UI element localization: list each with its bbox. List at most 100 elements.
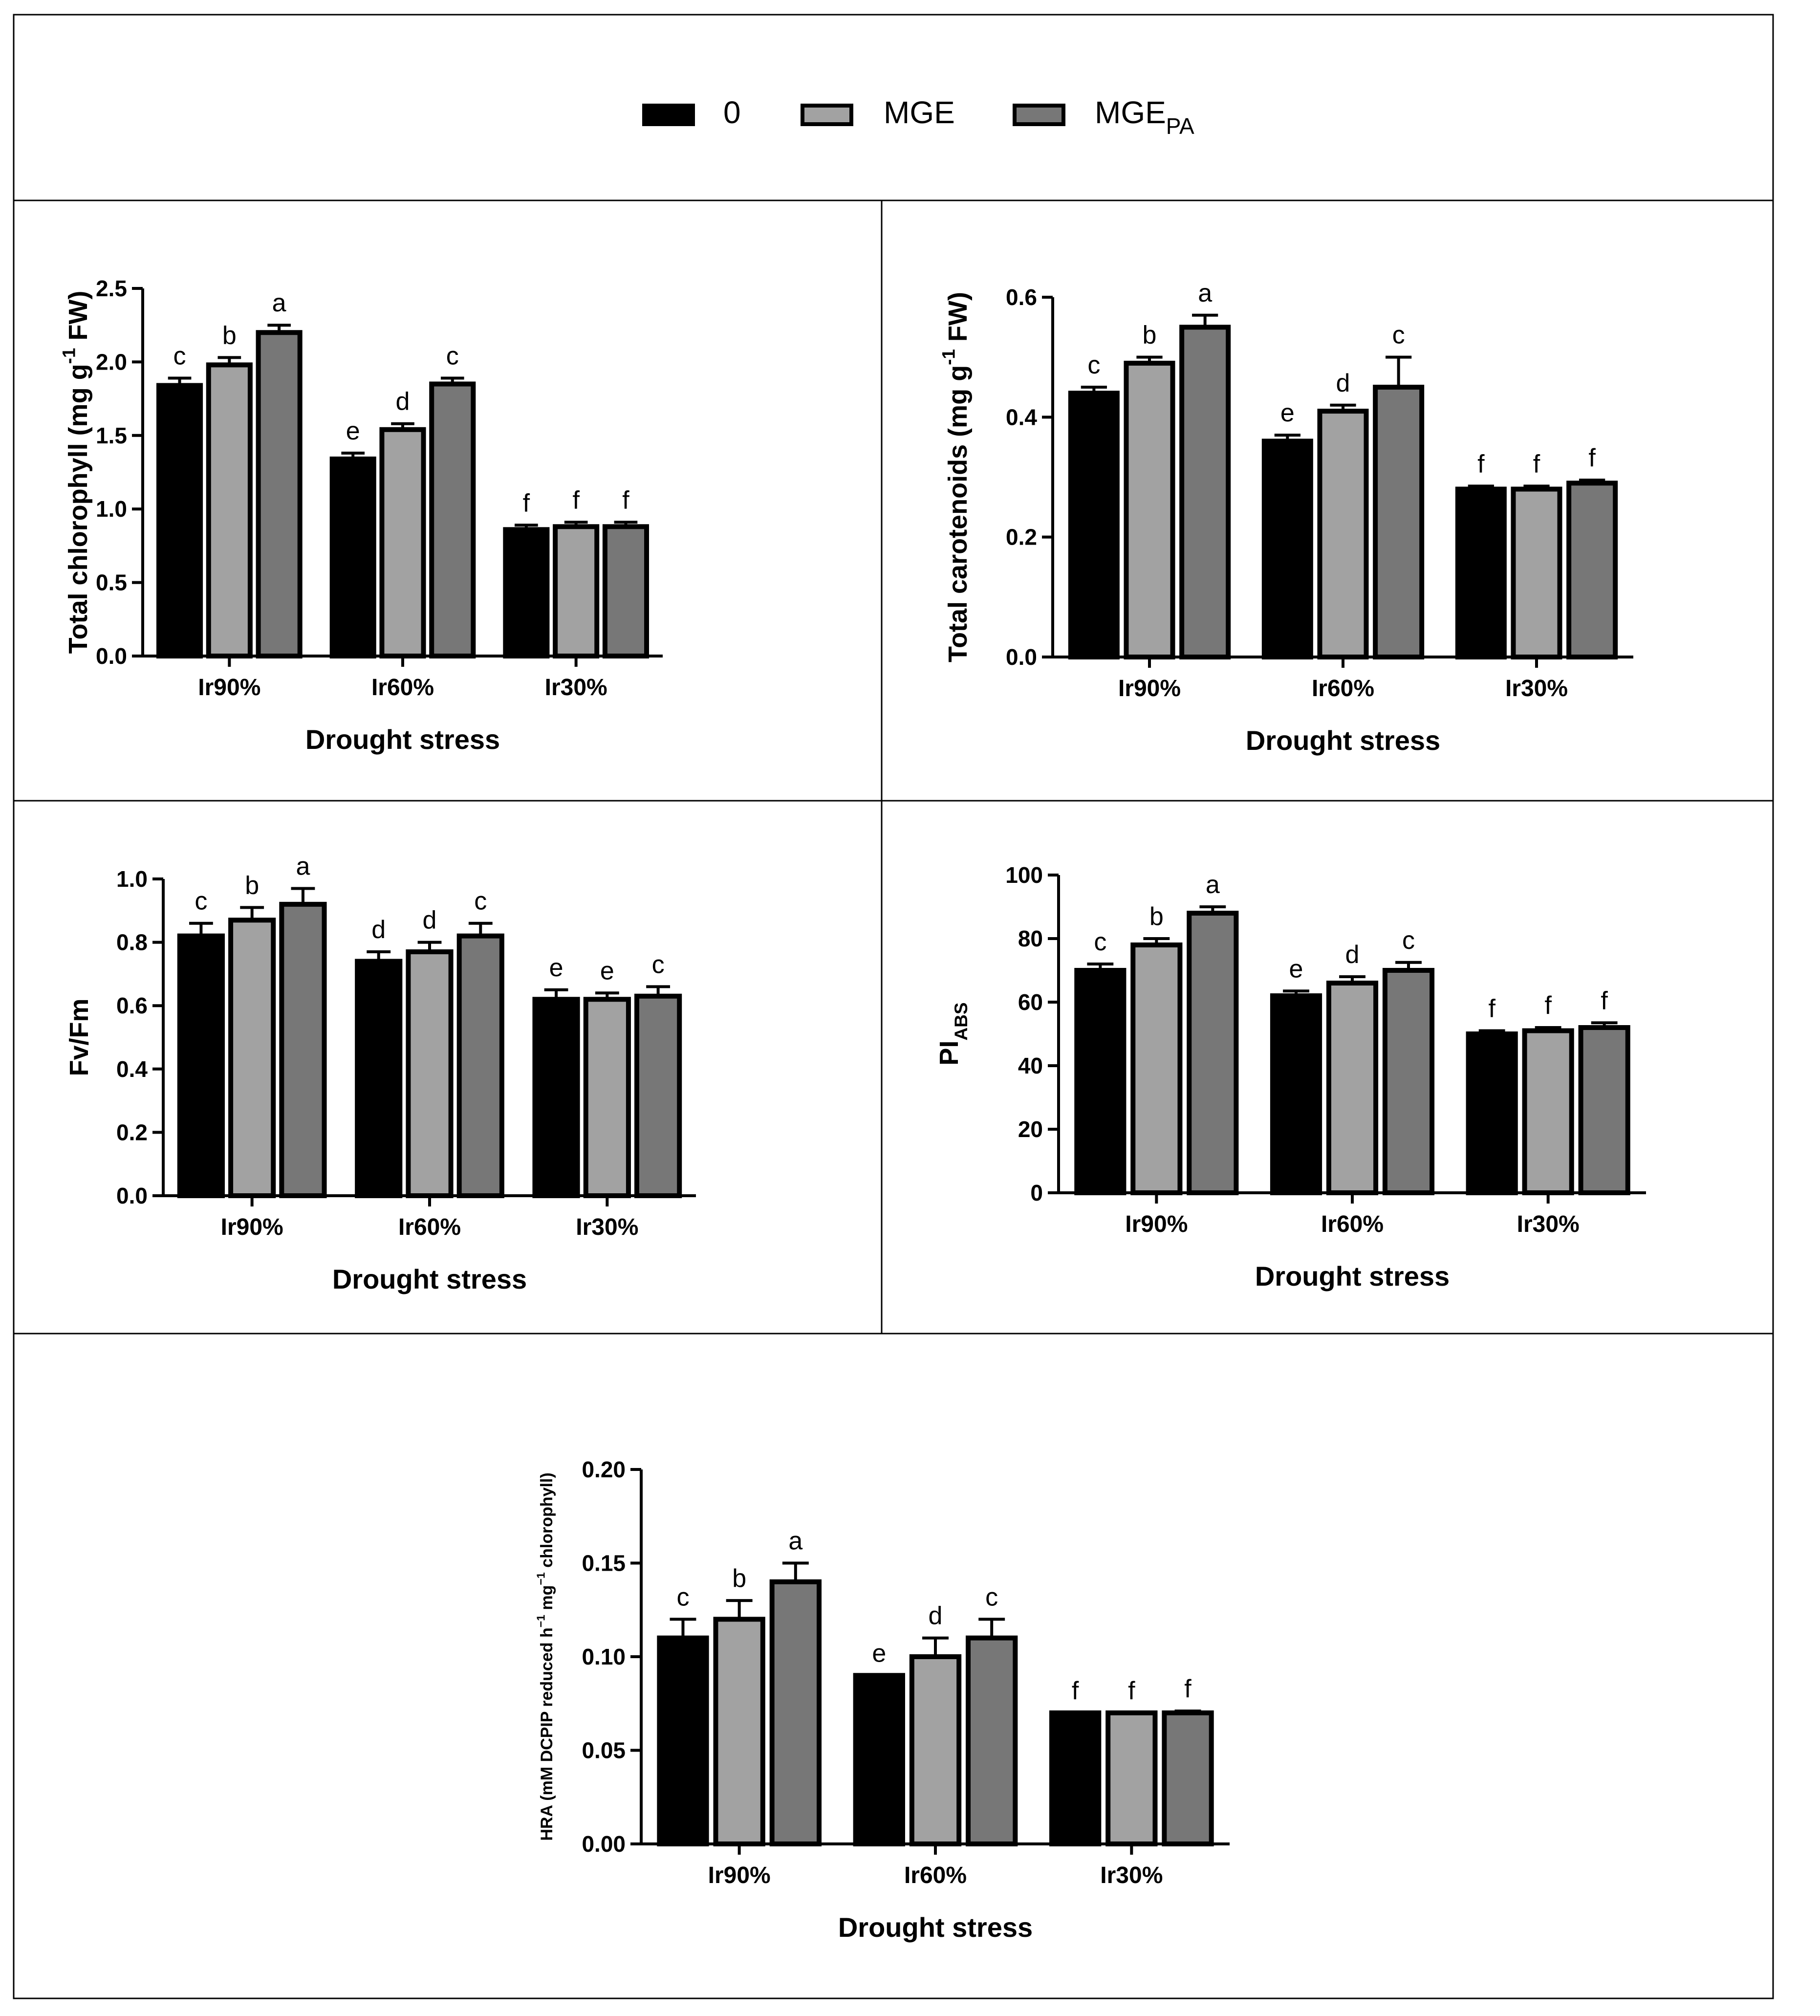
- c4-y-title-main: HRA (mM DCPIP reduced h: [538, 1627, 556, 1841]
- c3-sig-letter-1-2: c: [1402, 926, 1415, 955]
- c0-sig-letter-1-2: c: [446, 342, 459, 370]
- c1-x-axis-title: Drought stress: [1246, 725, 1440, 756]
- c3-sig-letter-0-2: a: [1206, 871, 1220, 899]
- c4-y-title-mid: mg: [538, 1585, 556, 1615]
- legend-swatch-0: [642, 104, 695, 126]
- c1-bar-0-1: [1124, 360, 1175, 659]
- c1-bar-0-0: [1068, 391, 1120, 659]
- c0-bar-2-2: [602, 524, 650, 659]
- c4-bar-2-2: [1162, 1710, 1214, 1846]
- c0-bar-1-1: [379, 427, 426, 658]
- c1-bar-1-2: [1373, 385, 1425, 659]
- c4-x-axis-title: Drought stress: [838, 1912, 1033, 1943]
- c2-ytick-label-2: 0.4: [116, 1056, 148, 1082]
- c1-y-title-end: FW): [943, 292, 973, 349]
- c3-bar-0-1: [1130, 942, 1183, 1195]
- c4-ytick-label-2: 0.10: [582, 1644, 626, 1669]
- c2-bar-0-2: [279, 901, 327, 1198]
- c2-y-axis-title: Fv/Fm: [65, 998, 94, 1076]
- c2-sig-letter-1-0: d: [371, 916, 386, 944]
- c0-ytick-label-1: 0.5: [96, 570, 127, 595]
- c3-sig-letter-2-2: f: [1601, 986, 1608, 1015]
- c3-bar-1-2: [1382, 968, 1435, 1195]
- c1-y-title-sup: -1: [939, 349, 959, 365]
- c4-xtick-label-2: Ir30%: [1100, 1863, 1163, 1888]
- c0-sig-letter-2-1: f: [572, 486, 580, 514]
- chart-total-carotenoids: 0.0 0.2 0.4 0.6 Ir90% c b a Ir60% e d c Ir30% f f f Drou…: [939, 279, 1633, 756]
- c0-xtick-label-0: Ir90%: [198, 675, 260, 701]
- c3-bar-0-0: [1074, 968, 1127, 1195]
- c2-sig-letter-0-1: b: [245, 871, 259, 899]
- chart-pi-abs: 0 20 40 60 80 100 Ir90% c b a Ir60% e d c Ir30% f f f Drou…: [934, 862, 1646, 1292]
- c0-ytick-label-5: 2.5: [96, 276, 127, 301]
- c0-bar-0-0: [156, 383, 203, 658]
- c4-xtick-label-0: Ir90%: [708, 1863, 771, 1888]
- c4-y-axis-title: HRA (mM DCPIP reduced h−1 mg−1 chlorophy…: [535, 1472, 556, 1841]
- c1-bar-2-0: [1455, 486, 1507, 659]
- c2-sig-letter-1-2: c: [474, 887, 487, 916]
- c2-bar-2-1: [583, 997, 631, 1198]
- c4-ytick-label-3: 0.15: [582, 1551, 626, 1576]
- c1-sig-letter-0-1: b: [1143, 321, 1157, 350]
- c1-ytick-label-3: 0.6: [1006, 285, 1037, 310]
- c2-ytick-label-3: 0.6: [116, 993, 148, 1018]
- c2-bar-1-2: [456, 933, 504, 1198]
- c4-bar-1-2: [966, 1635, 1018, 1846]
- c1-sig-letter-0-0: c: [1087, 351, 1100, 379]
- c4-bar-0-0: [657, 1635, 709, 1846]
- c0-sig-letter-0-0: c: [173, 342, 186, 370]
- c3-bar-1-0: [1270, 993, 1322, 1195]
- c1-bar-2-2: [1566, 481, 1618, 659]
- legend-label-mge-pa-sub: PA: [1166, 113, 1194, 139]
- c3-ytick-label-3: 60: [1018, 989, 1043, 1015]
- c3-ytick-label-1: 20: [1018, 1117, 1043, 1142]
- c4-xtick-label-1: Ir60%: [904, 1863, 967, 1888]
- c3-sig-letter-2-0: f: [1488, 995, 1495, 1023]
- c3-y-axis-title: PIABS: [934, 1002, 971, 1065]
- c2-xtick-label-2: Ir30%: [576, 1214, 638, 1240]
- c4-bar-2-0: [1049, 1710, 1102, 1846]
- c4-sig-letter-1-0: e: [872, 1639, 886, 1667]
- c1-ytick-label-1: 0.2: [1006, 525, 1037, 550]
- c1-y-axis-title: Total carotenoids (mg g-1 FW): [939, 292, 973, 662]
- c1-sig-letter-0-2: a: [1198, 279, 1212, 307]
- c3-sig-letter-0-0: c: [1094, 928, 1106, 956]
- chart-total-chlorophyll: 0.0 0.5 1.0 1.5 2.0 2.5 Ir90% c b a Ir60% e d c Ir30% f…: [59, 276, 663, 755]
- c3-xtick-label-2: Ir30%: [1517, 1211, 1580, 1237]
- c4-bar-1-1: [909, 1654, 962, 1846]
- c1-sig-letter-2-1: f: [1533, 450, 1540, 478]
- c4-bar-0-1: [713, 1617, 765, 1846]
- c0-bar-0-2: [256, 330, 303, 658]
- c3-bar-0-2: [1187, 911, 1239, 1195]
- c1-bar-0-2: [1179, 325, 1231, 659]
- c2-xtick-label-0: Ir90%: [221, 1214, 283, 1240]
- legend-swatch-mge-pa: [1013, 104, 1065, 126]
- c0-xtick-label-2: Ir30%: [545, 675, 607, 701]
- c3-sig-letter-0-1: b: [1149, 902, 1164, 931]
- c1-ytick-label-0: 0.0: [1006, 644, 1037, 670]
- c2-ytick-label-4: 0.8: [116, 930, 148, 955]
- c4-bar-0-2: [769, 1579, 822, 1847]
- c0-y-axis-title: Total chlorophyll (mg g-1 FW): [59, 291, 93, 654]
- legend-label-mge-pa: MGEPA: [1095, 95, 1194, 139]
- c4-y-title-sup: −1: [535, 1615, 547, 1627]
- c1-bar-2-1: [1511, 486, 1562, 659]
- c0-sig-letter-0-2: a: [272, 289, 286, 317]
- c3-y-title-main: PI: [934, 1041, 964, 1066]
- c4-sig-letter-2-0: f: [1072, 1677, 1079, 1705]
- legend-item-mge: MGE: [801, 95, 955, 130]
- c4-sig-letter-2-2: f: [1184, 1675, 1192, 1703]
- c4-bar-2-1: [1105, 1710, 1158, 1846]
- c0-y-title-end: FW): [64, 291, 93, 348]
- c3-ytick-label-5: 100: [1005, 862, 1043, 888]
- c0-sig-letter-2-2: f: [622, 486, 629, 514]
- c4-sig-letter-0-1: b: [732, 1564, 746, 1593]
- c3-ytick-label-2: 40: [1018, 1053, 1043, 1078]
- c3-ytick-label-0: 0: [1030, 1180, 1043, 1205]
- c3-sig-letter-2-1: f: [1544, 991, 1552, 1020]
- c0-sig-letter-1-1: d: [396, 388, 410, 416]
- c3-x-axis-title: Drought stress: [1255, 1261, 1450, 1292]
- c4-ytick-label-0: 0.00: [582, 1831, 626, 1857]
- c0-y-title-main: Total chlorophyll (mg g: [64, 364, 93, 654]
- c2-sig-letter-2-1: e: [600, 957, 614, 985]
